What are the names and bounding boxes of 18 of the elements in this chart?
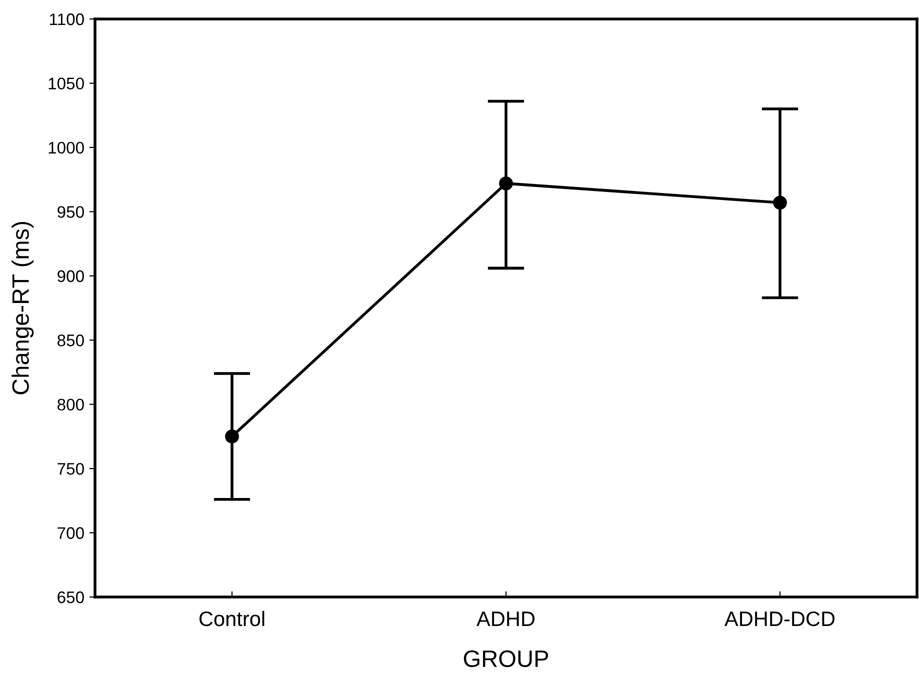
y-tick-label: 900 <box>58 270 84 282</box>
y-tick-label: 700 <box>58 527 84 539</box>
y-tick-label: 650 <box>58 591 84 604</box>
y-tick-label: 1000 <box>48 142 84 154</box>
point <box>225 430 239 444</box>
y-tick-label: 950 <box>58 206 84 218</box>
x-tick-label: ADHD <box>476 612 535 626</box>
x-tick-label: Control <box>199 610 264 626</box>
y-tick-label: 850 <box>58 334 84 346</box>
point <box>499 176 513 190</box>
y-tick-label: 1050 <box>48 78 84 90</box>
x-axis-title: GROUP <box>464 650 548 668</box>
point <box>773 196 787 210</box>
y-tick-label: 750 <box>58 462 84 475</box>
y-axis-title: Change-RT (ms) <box>12 222 34 394</box>
y-tick-label: 800 <box>58 398 84 411</box>
x-tick-label: ADHD-DCD <box>724 611 835 626</box>
y-tick-label: 1100 <box>50 13 84 26</box>
